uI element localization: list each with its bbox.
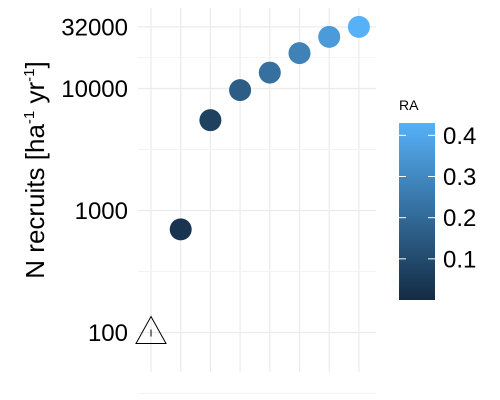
plot-grid: [138, 8, 376, 394]
colorbar: [399, 123, 435, 300]
data-point: [318, 25, 341, 48]
y-axis-ticks: 100 1000 10000 32000: [61, 14, 128, 347]
data-point: [199, 109, 222, 132]
colorbar-tick-label: 0.3: [443, 164, 476, 191]
data-point: [169, 218, 192, 241]
colorbar-tick-label: 0.4: [443, 123, 476, 150]
colorbar-ticks: 0.1 0.2 0.3 0.4: [399, 123, 476, 273]
data-point: [288, 42, 311, 65]
data-points: [135, 15, 370, 344]
y-tick-label: 32000: [61, 14, 128, 41]
data-point: [347, 15, 370, 38]
y-tick-label: 10000: [61, 76, 128, 103]
y-tick-label: 1000: [75, 198, 128, 225]
legend-title: RA: [399, 97, 419, 113]
color-legend: RA 0.1 0.2 0.3 0.4: [399, 97, 476, 300]
data-point: [258, 61, 281, 84]
data-point: [229, 79, 252, 102]
y-tick-label: 100: [88, 320, 128, 347]
colorbar-tick-label: 0.2: [443, 205, 476, 232]
warning-triangle-marker: [135, 315, 167, 344]
y-axis-label: N recruits [ha-1 yr-1]: [20, 61, 50, 278]
colorbar-tick-label: 0.1: [443, 246, 476, 273]
